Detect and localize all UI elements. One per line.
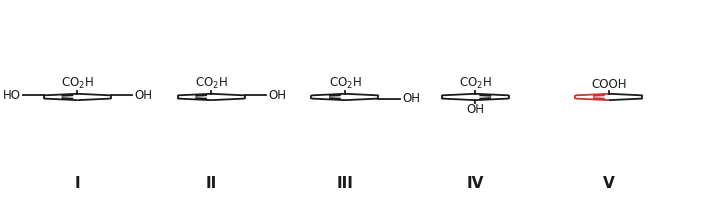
- Text: I: I: [75, 176, 80, 191]
- Text: V: V: [603, 176, 615, 191]
- Text: CO$_2$H: CO$_2$H: [329, 76, 361, 91]
- Text: OH: OH: [134, 89, 152, 102]
- Text: IV: IV: [467, 176, 484, 191]
- Text: II: II: [206, 176, 217, 191]
- Text: CO$_2$H: CO$_2$H: [61, 76, 94, 91]
- Text: OH: OH: [466, 103, 484, 116]
- Text: HO: HO: [3, 89, 20, 102]
- Text: OH: OH: [268, 89, 286, 102]
- Text: COOH: COOH: [591, 78, 627, 91]
- Text: CO$_2$H: CO$_2$H: [459, 76, 491, 91]
- Text: OH: OH: [402, 92, 420, 105]
- Text: CO$_2$H: CO$_2$H: [195, 76, 227, 91]
- Text: III: III: [337, 176, 353, 191]
